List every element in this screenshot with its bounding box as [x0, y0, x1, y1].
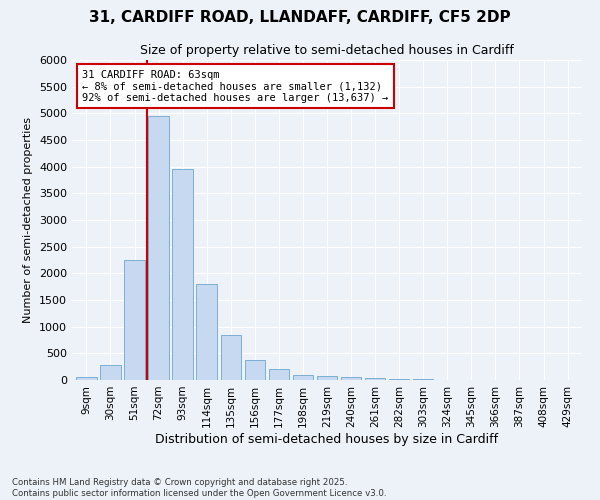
Bar — [124, 260, 145, 380]
Bar — [76, 378, 97, 380]
Bar — [172, 170, 193, 380]
Bar — [196, 284, 217, 380]
X-axis label: Distribution of semi-detached houses by size in Cardiff: Distribution of semi-detached houses by … — [155, 432, 499, 446]
Bar — [148, 116, 169, 380]
Title: Size of property relative to semi-detached houses in Cardiff: Size of property relative to semi-detach… — [140, 44, 514, 58]
Text: 31 CARDIFF ROAD: 63sqm
← 8% of semi-detached houses are smaller (1,132)
92% of s: 31 CARDIFF ROAD: 63sqm ← 8% of semi-deta… — [82, 70, 388, 103]
Text: 31, CARDIFF ROAD, LLANDAFF, CARDIFF, CF5 2DP: 31, CARDIFF ROAD, LLANDAFF, CARDIFF, CF5… — [89, 10, 511, 25]
Y-axis label: Number of semi-detached properties: Number of semi-detached properties — [23, 117, 34, 323]
Bar — [341, 377, 361, 380]
Bar — [100, 365, 121, 380]
Bar — [317, 376, 337, 380]
Bar — [269, 370, 289, 380]
Text: Contains HM Land Registry data © Crown copyright and database right 2025.
Contai: Contains HM Land Registry data © Crown c… — [12, 478, 386, 498]
Bar — [365, 378, 385, 380]
Bar — [389, 379, 409, 380]
Bar — [245, 360, 265, 380]
Bar — [293, 374, 313, 380]
Bar — [221, 334, 241, 380]
